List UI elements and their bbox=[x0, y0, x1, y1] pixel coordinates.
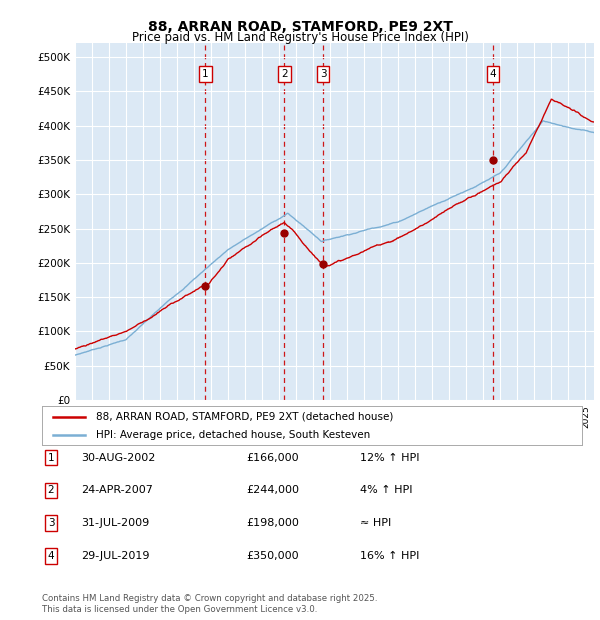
Text: 30-AUG-2002: 30-AUG-2002 bbox=[81, 453, 155, 463]
Text: £244,000: £244,000 bbox=[246, 485, 299, 495]
Text: 3: 3 bbox=[320, 69, 326, 79]
Text: 16% ↑ HPI: 16% ↑ HPI bbox=[360, 551, 419, 561]
Text: 4: 4 bbox=[490, 69, 496, 79]
Text: HPI: Average price, detached house, South Kesteven: HPI: Average price, detached house, Sout… bbox=[96, 430, 370, 440]
Text: Price paid vs. HM Land Registry's House Price Index (HPI): Price paid vs. HM Land Registry's House … bbox=[131, 31, 469, 44]
Text: £350,000: £350,000 bbox=[246, 551, 299, 561]
Text: 12% ↑ HPI: 12% ↑ HPI bbox=[360, 453, 419, 463]
Text: 4: 4 bbox=[47, 551, 55, 561]
Text: 88, ARRAN ROAD, STAMFORD, PE9 2XT (detached house): 88, ARRAN ROAD, STAMFORD, PE9 2XT (detac… bbox=[96, 412, 394, 422]
Text: ≈ HPI: ≈ HPI bbox=[360, 518, 391, 528]
Text: Contains HM Land Registry data © Crown copyright and database right 2025.
This d: Contains HM Land Registry data © Crown c… bbox=[42, 595, 377, 614]
Text: 1: 1 bbox=[202, 69, 209, 79]
Text: 4% ↑ HPI: 4% ↑ HPI bbox=[360, 485, 413, 495]
Text: £198,000: £198,000 bbox=[246, 518, 299, 528]
Text: 2: 2 bbox=[47, 485, 55, 495]
Text: 1: 1 bbox=[47, 453, 55, 463]
Text: 3: 3 bbox=[47, 518, 55, 528]
Text: 31-JUL-2009: 31-JUL-2009 bbox=[81, 518, 149, 528]
Text: 88, ARRAN ROAD, STAMFORD, PE9 2XT: 88, ARRAN ROAD, STAMFORD, PE9 2XT bbox=[148, 20, 452, 34]
Text: 2: 2 bbox=[281, 69, 288, 79]
Text: £166,000: £166,000 bbox=[246, 453, 299, 463]
Text: 29-JUL-2019: 29-JUL-2019 bbox=[81, 551, 149, 561]
Text: 24-APR-2007: 24-APR-2007 bbox=[81, 485, 153, 495]
